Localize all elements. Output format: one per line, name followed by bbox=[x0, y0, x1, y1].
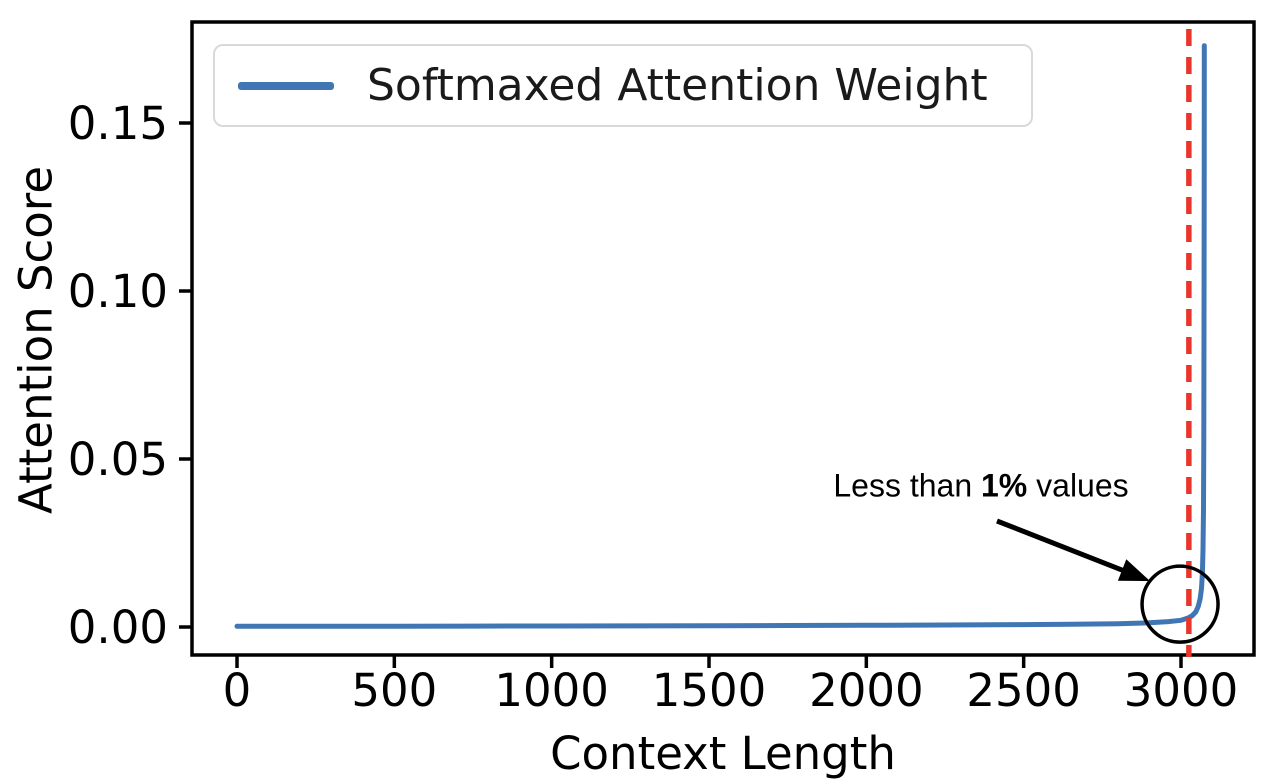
y-axis-label: Attention Score bbox=[9, 165, 63, 515]
y-tick-label: 0.05 bbox=[68, 433, 168, 486]
x-axis-label: Context Length bbox=[550, 727, 896, 780]
y-tick-label: 0.10 bbox=[68, 265, 168, 318]
y-tick-label: 0.15 bbox=[68, 97, 168, 150]
x-tick-label: 2000 bbox=[809, 664, 924, 717]
y-tick-label: 0.00 bbox=[68, 601, 168, 654]
legend: Softmaxed Attention Weight bbox=[213, 44, 1033, 127]
annotation-bold-value: 1% bbox=[981, 467, 1028, 504]
attention-weight-curve bbox=[234, 43, 1207, 629]
legend-label: Softmaxed Attention Weight bbox=[367, 60, 988, 111]
x-tick-label: 500 bbox=[351, 664, 437, 717]
plot-border bbox=[190, 20, 1256, 657]
annotation-arrow-head bbox=[1117, 559, 1150, 581]
legend-line-swatch-icon bbox=[238, 81, 334, 90]
x-tick-label: 2500 bbox=[966, 664, 1081, 717]
annotation-arrow-shaft bbox=[996, 518, 1125, 574]
annotation-suffix: values bbox=[1027, 467, 1129, 504]
x-tick-label: 3000 bbox=[1124, 664, 1239, 717]
highlight-circle bbox=[1140, 564, 1220, 644]
x-tick-label: 1500 bbox=[652, 664, 767, 717]
annotation-prefix: Less than bbox=[833, 467, 982, 504]
x-tick-label: 0 bbox=[223, 664, 252, 717]
annotation-label: Less than 1% values bbox=[833, 468, 1128, 505]
x-tick-label: 1000 bbox=[494, 664, 609, 717]
